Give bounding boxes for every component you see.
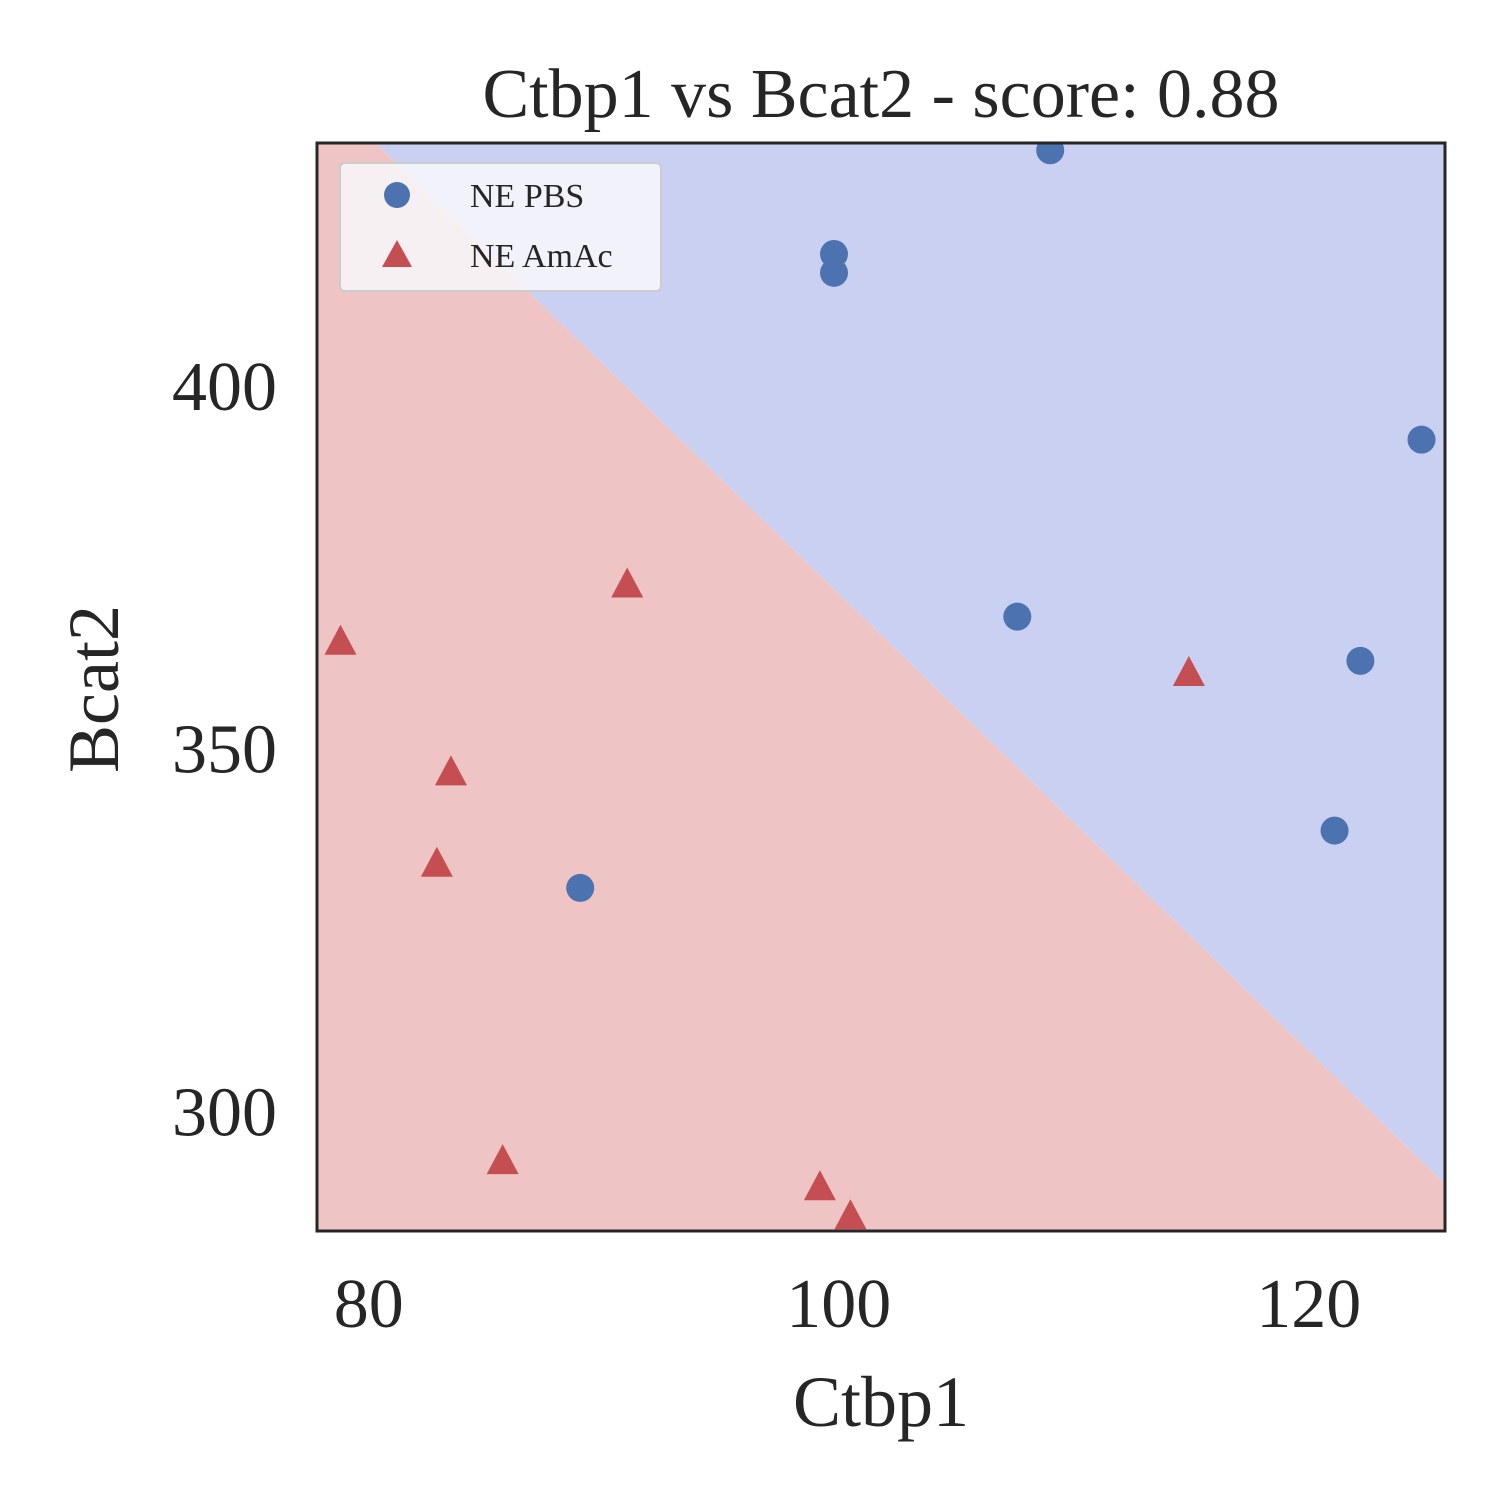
legend: NE PBS NE AmAc <box>339 162 662 292</box>
point-ne-amac <box>834 1199 867 1230</box>
decision-regions <box>317 143 1445 1231</box>
point-ne-pbs <box>566 873 595 902</box>
x-tick-label: 100 <box>786 1266 891 1343</box>
point-ne-amac <box>1172 655 1205 686</box>
point-ne-amac <box>486 1144 519 1175</box>
y-tick-label: 350 <box>172 712 277 789</box>
point-ne-pbs <box>820 258 848 287</box>
x-axis-label: Ctbp1 <box>793 1362 969 1442</box>
point-ne-pbs <box>1346 646 1375 675</box>
point-ne-amac <box>611 567 644 598</box>
y-tick-label: 300 <box>172 1074 277 1151</box>
y-axis-label: Bcat2 <box>54 605 134 773</box>
point-ne-amac <box>420 846 453 877</box>
region-ne-pbs <box>375 143 1445 1184</box>
point-ne-pbs <box>1407 425 1436 454</box>
region-ne-amac <box>317 143 1445 1231</box>
y-tick-label: 400 <box>172 349 277 426</box>
legend-triangle-icon <box>382 240 412 267</box>
chart-title: Ctbp1 vs Bcat2 - score: 0.88 <box>482 56 1279 133</box>
x-tick-label: 80 <box>334 1266 404 1343</box>
legend-circle-icon <box>384 182 410 208</box>
plot-frame <box>315 141 1447 1233</box>
x-axis-ticks: 80 100 120 <box>334 1266 1361 1343</box>
point-ne-amac <box>803 1170 836 1201</box>
point-ne-pbs <box>1320 816 1349 845</box>
y-axis-ticks: 300 350 400 <box>172 349 277 1151</box>
point-ne-amac <box>434 755 467 786</box>
point-ne-pbs <box>1036 143 1065 165</box>
legend-label-ne-pbs: NE PBS <box>470 178 584 215</box>
legend-label-ne-amac: NE AmAc <box>470 238 613 275</box>
x-tick-label: 120 <box>1256 1266 1361 1343</box>
legend-box <box>339 162 662 292</box>
point-ne-pbs <box>1003 602 1032 631</box>
data-points <box>324 143 1436 1230</box>
point-ne-amac <box>324 624 357 655</box>
